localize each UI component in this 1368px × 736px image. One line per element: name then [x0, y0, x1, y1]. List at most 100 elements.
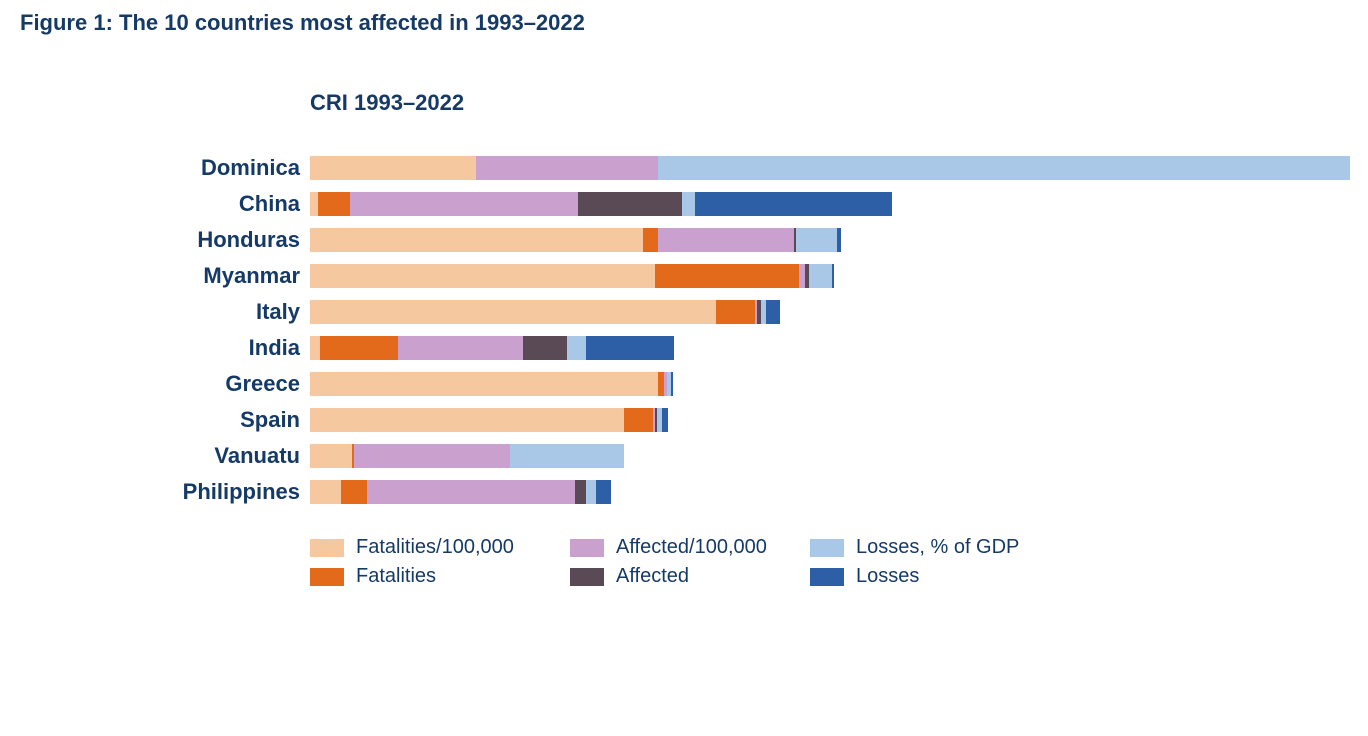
category-label: Myanmar	[20, 263, 310, 289]
bar-segment	[643, 228, 659, 252]
bar-segment	[596, 480, 611, 504]
bar-track	[310, 330, 1348, 366]
bar-segment	[716, 300, 756, 324]
legend-swatch	[310, 568, 344, 586]
bar-track	[310, 294, 1348, 330]
category-label: Vanuatu	[20, 443, 310, 469]
bar-segment	[671, 372, 673, 396]
bar-segment	[310, 300, 716, 324]
bar-segment	[575, 480, 585, 504]
bar-segment	[310, 408, 624, 432]
legend-item: Losses, % of GDP	[810, 536, 1070, 559]
category-label: Philippines	[20, 479, 310, 505]
legend-item: Losses	[810, 565, 1070, 588]
legend-item: Affected/100,000	[570, 536, 810, 559]
chart-row: Spain	[20, 402, 1348, 438]
legend-label: Fatalities/100,000	[356, 536, 514, 559]
legend-label: Losses	[856, 565, 919, 588]
legend-swatch	[310, 539, 344, 557]
chart-row: Honduras	[20, 222, 1348, 258]
bar-segment	[567, 336, 586, 360]
bar-segment	[310, 228, 643, 252]
legend-label: Affected/100,000	[616, 536, 767, 559]
category-label: Honduras	[20, 227, 310, 253]
category-label: Dominica	[20, 155, 310, 181]
stacked-bar	[310, 336, 674, 360]
bar-segment	[586, 336, 674, 360]
bar-segment	[682, 192, 694, 216]
bar-track	[310, 222, 1348, 258]
stacked-bar	[310, 408, 668, 432]
legend-row: Fatalities Affected Losses	[310, 565, 1070, 594]
category-label: China	[20, 191, 310, 217]
bar-segment	[350, 192, 579, 216]
bar-segment	[310, 480, 341, 504]
bar-segment	[310, 444, 352, 468]
bar-segment	[655, 264, 799, 288]
figure-subtitle: CRI 1993–2022	[310, 90, 1348, 116]
category-label: Greece	[20, 371, 310, 397]
figure-container: { "figure": { "title": "Figure 1: The 10…	[0, 0, 1368, 736]
stacked-bar	[310, 228, 841, 252]
legend-swatch	[570, 539, 604, 557]
stacked-bar	[310, 480, 611, 504]
bar-segment	[310, 372, 658, 396]
chart-row: India	[20, 330, 1348, 366]
bar-segment	[832, 264, 834, 288]
chart-row: Philippines	[20, 474, 1348, 510]
bar-track	[310, 474, 1348, 510]
bar-track	[310, 366, 1348, 402]
legend-item: Fatalities/100,000	[310, 536, 570, 559]
bar-segment	[624, 408, 653, 432]
category-label: India	[20, 335, 310, 361]
stacked-bar	[310, 264, 834, 288]
chart-row: China	[20, 186, 1348, 222]
bar-segment	[809, 264, 832, 288]
bar-track	[310, 402, 1348, 438]
chart-row: Vanuatu	[20, 438, 1348, 474]
bar-segment	[523, 336, 567, 360]
legend-swatch	[810, 539, 844, 557]
bar-segment	[318, 192, 349, 216]
bar-track	[310, 150, 1348, 186]
stacked-bar	[310, 192, 892, 216]
legend-swatch	[810, 568, 844, 586]
legend-label: Affected	[616, 565, 689, 588]
bar-segment	[510, 444, 624, 468]
bar-segment	[367, 480, 575, 504]
bar-segment	[837, 228, 841, 252]
legend-label: Losses, % of GDP	[856, 536, 1019, 559]
bar-segment	[476, 156, 658, 180]
chart-plot-area: Dominica China Honduras Myanmar Italy India Gr…	[20, 150, 1348, 510]
stacked-bar	[310, 156, 1350, 180]
chart-row: Myanmar	[20, 258, 1348, 294]
chart-row: Italy	[20, 294, 1348, 330]
bar-segment	[310, 336, 320, 360]
bar-segment	[310, 156, 476, 180]
bar-segment	[310, 192, 318, 216]
bar-segment	[341, 480, 367, 504]
bar-segment	[658, 156, 1350, 180]
bar-segment	[310, 264, 655, 288]
bar-segment	[398, 336, 523, 360]
bar-segment	[695, 192, 893, 216]
bar-segment	[578, 192, 682, 216]
category-label: Spain	[20, 407, 310, 433]
bar-track	[310, 258, 1348, 294]
stacked-bar	[310, 300, 780, 324]
bar-segment	[586, 480, 596, 504]
chart-row: Dominica	[20, 150, 1348, 186]
legend-row: Fatalities/100,000 Affected/100,000 Losses…	[310, 536, 1070, 565]
legend-label: Fatalities	[356, 565, 436, 588]
bar-track	[310, 438, 1348, 474]
legend-item: Affected	[570, 565, 810, 588]
figure-title: Figure 1: The 10 countries most affected…	[20, 10, 1348, 36]
legend-item: Fatalities	[310, 565, 570, 588]
category-label: Italy	[20, 299, 310, 325]
bar-segment	[662, 408, 668, 432]
bar-segment	[320, 336, 398, 360]
stacked-bar	[310, 444, 624, 468]
bar-segment	[658, 228, 793, 252]
bar-segment	[796, 228, 838, 252]
legend-swatch	[570, 568, 604, 586]
